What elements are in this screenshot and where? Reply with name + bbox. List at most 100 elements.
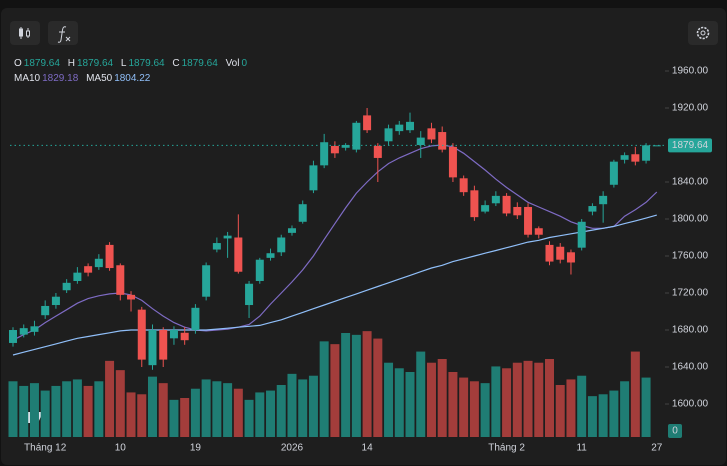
- volume-bar: [223, 383, 233, 437]
- legend-value: 1879.64: [181, 58, 218, 69]
- volume-bar: [566, 379, 576, 437]
- candle-body: [438, 132, 447, 150]
- volume-bar: [201, 379, 211, 437]
- y-tick-label: 1920.00: [672, 103, 709, 114]
- moving-average-line: [12, 214, 657, 356]
- candle-body: [41, 305, 50, 316]
- legend-label: MA50: [86, 73, 113, 84]
- candle-body: [309, 165, 318, 191]
- volume-bar: [308, 375, 318, 437]
- candle-body: [191, 307, 200, 331]
- candle-body: [620, 155, 629, 160]
- volume-bar: [598, 394, 608, 437]
- y-tick-label: 1720.00: [672, 288, 709, 299]
- y-tick-label: 1760.00: [672, 251, 709, 262]
- settings-button[interactable]: [688, 21, 718, 45]
- volume-bar: [19, 385, 29, 437]
- candle-body: [62, 282, 71, 291]
- volume-bar: [72, 379, 82, 437]
- volume-bar: [577, 375, 587, 437]
- volume-bar: [641, 377, 651, 437]
- x-tick-label: 27: [651, 443, 663, 454]
- volume-bar: [62, 381, 72, 437]
- candle-body: [234, 237, 243, 272]
- candle-body: [51, 296, 60, 306]
- fx-icon: [57, 26, 71, 43]
- volume-bar: [620, 381, 630, 437]
- candle-body: [384, 128, 393, 142]
- legend-label: Vol: [225, 58, 240, 69]
- last-price-label: 1879.64: [672, 140, 709, 151]
- volume-bar: [8, 381, 18, 437]
- candle-body: [652, 145, 661, 147]
- volume-bar: [94, 381, 104, 437]
- chart-type-button[interactable]: [10, 21, 40, 45]
- volume-bar: [287, 373, 297, 437]
- candle-body: [19, 328, 28, 335]
- volume-bar: [426, 362, 436, 437]
- candle-body: [502, 195, 511, 214]
- candle-body: [470, 190, 479, 218]
- volume-bar: [480, 383, 490, 437]
- candle-body: [180, 332, 189, 341]
- candle-body: [459, 178, 468, 193]
- volume-bar: [523, 360, 533, 437]
- candle-body: [599, 195, 608, 205]
- legend-value: 1829.18: [42, 73, 79, 84]
- last-volume-label: 0: [672, 426, 678, 437]
- volume-bar: [502, 368, 512, 437]
- candle-body: [448, 146, 457, 178]
- candle-body: [427, 128, 436, 140]
- volume-bar: [29, 383, 39, 437]
- volume-bar: [437, 359, 447, 437]
- x-tick-label: Tháng 2: [488, 443, 525, 454]
- candle-body: [137, 309, 146, 360]
- volume-bar: [276, 385, 286, 437]
- volume-bar: [459, 377, 469, 437]
- volume-bar: [351, 334, 361, 437]
- y-tick-label: 1680.00: [672, 325, 709, 336]
- legend-label: O: [14, 58, 22, 69]
- volume-bar: [330, 344, 340, 437]
- volume-bar: [105, 360, 115, 437]
- ma-row: MA10 1829.18 MA50 1804.22: [14, 71, 252, 86]
- candle-body: [298, 204, 307, 222]
- candle-body: [395, 124, 404, 132]
- volume-bar: [491, 366, 501, 437]
- candle-body: [491, 195, 500, 204]
- volume-bar: [587, 396, 597, 437]
- volume-bar: [512, 362, 522, 437]
- candle-body: [330, 145, 339, 154]
- volume-bar: [405, 372, 415, 437]
- volume-bar: [448, 372, 458, 437]
- candle-body: [406, 121, 415, 131]
- candle-body: [577, 221, 586, 248]
- candle-body: [341, 144, 350, 148]
- last-price-box: [668, 138, 712, 153]
- candle-body: [148, 330, 157, 366]
- legend-value: 1879.64: [128, 58, 165, 69]
- volume-bar: [384, 362, 394, 437]
- y-tick-label: 1800.00: [672, 214, 709, 225]
- y-tick-label: 1840.00: [672, 177, 709, 188]
- volume-bar: [545, 359, 554, 437]
- volume-bar: [190, 388, 200, 437]
- candle-body: [202, 265, 211, 297]
- candle-body: [212, 243, 221, 250]
- volume-bar: [51, 385, 61, 437]
- candle-body: [556, 246, 565, 260]
- legend-label: L: [120, 58, 127, 69]
- volume-bar: [469, 381, 479, 437]
- volume-bar: [147, 376, 157, 437]
- candle-body: [481, 205, 490, 212]
- candle-body: [545, 244, 554, 262]
- volume-bar: [137, 394, 147, 437]
- indicators-button[interactable]: [48, 21, 78, 45]
- candle-body: [159, 330, 168, 360]
- last-volume-box: [668, 424, 682, 438]
- volume-bar: [394, 368, 404, 437]
- candle-body: [245, 283, 254, 306]
- volume-bar: [233, 388, 243, 437]
